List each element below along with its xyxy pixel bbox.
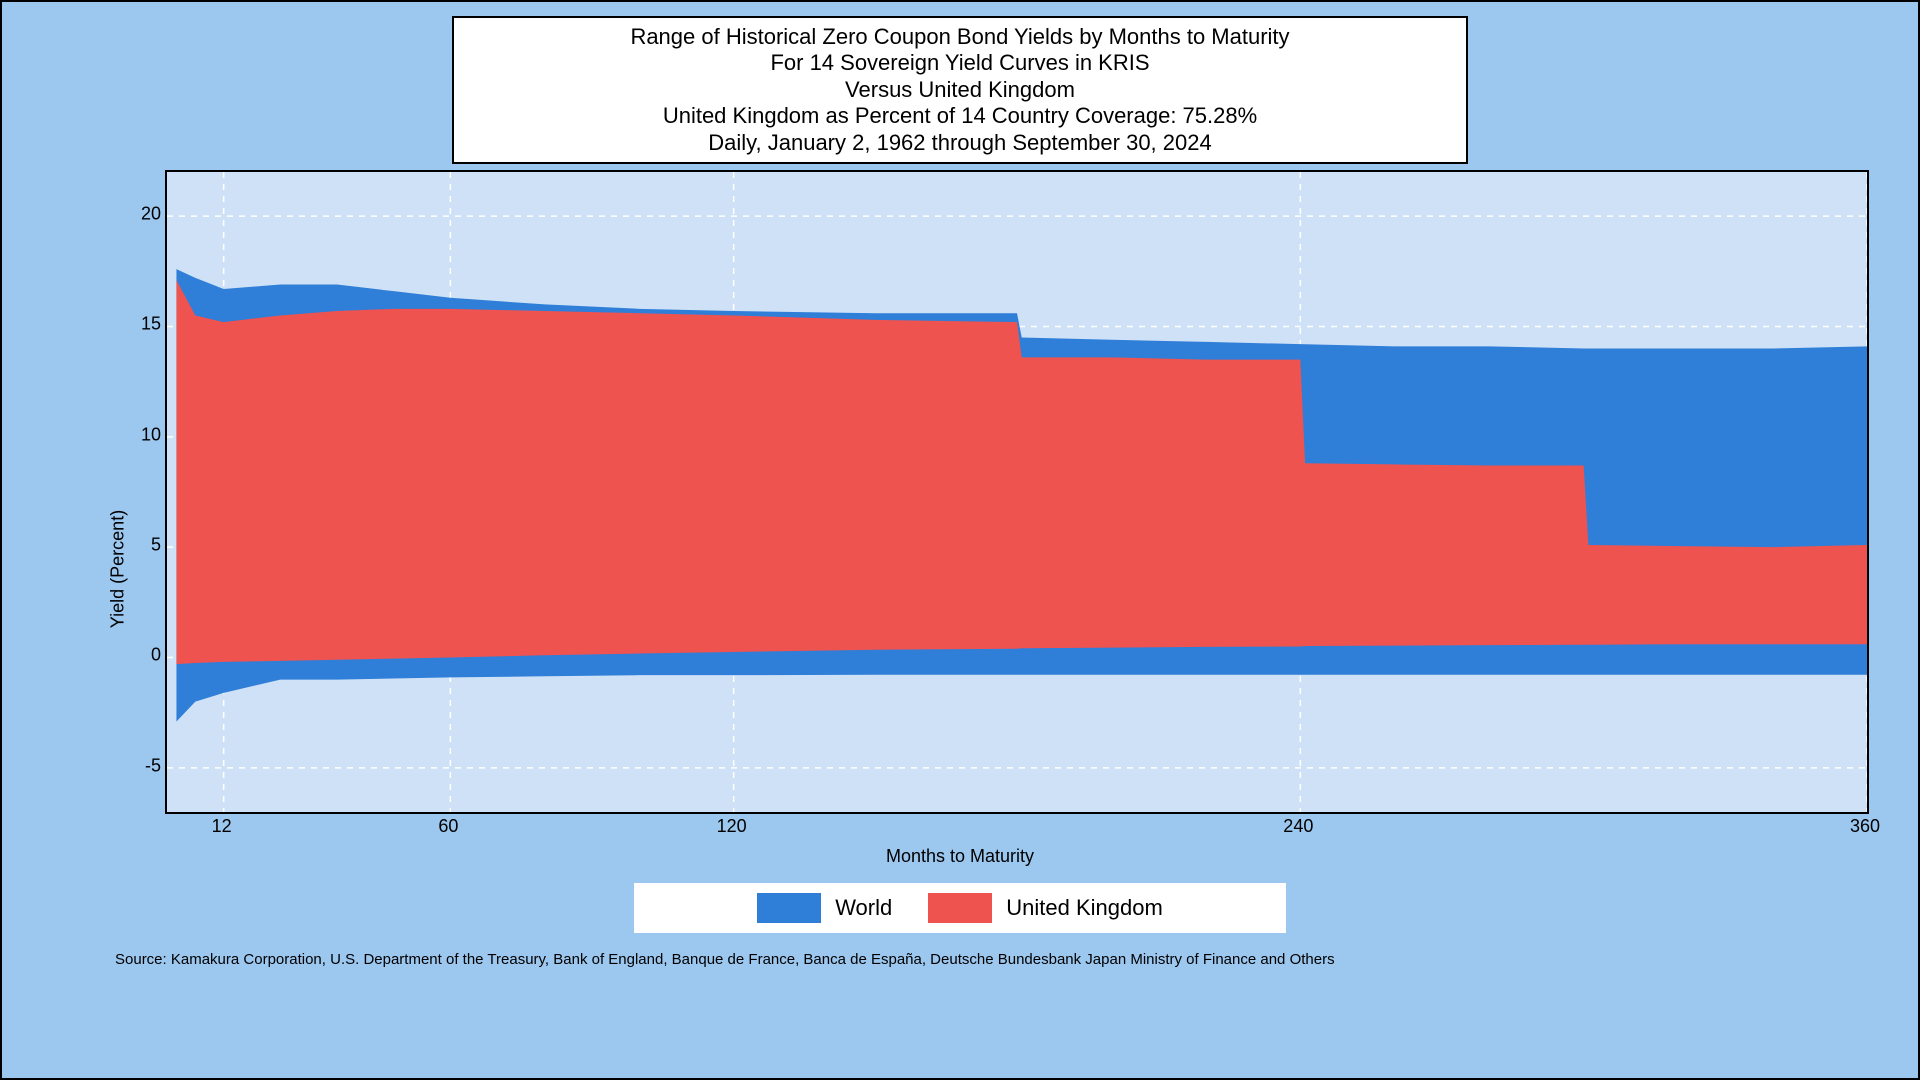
y-axis-ticks: -5 0 5 10 15 20 (115, 170, 161, 810)
y-tick-label: 20 (115, 204, 161, 225)
legend-swatch-uk (928, 893, 992, 923)
y-tick-label: 10 (115, 424, 161, 445)
title-line-4: United Kingdom as Percent of 14 Country … (470, 103, 1450, 129)
plot-region (165, 170, 1869, 814)
x-tick-label: 12 (212, 816, 232, 837)
x-tick-label: 120 (717, 816, 747, 837)
y-tick-label: 15 (115, 314, 161, 335)
chart-frame: Range of Historical Zero Coupon Bond Yie… (0, 0, 1920, 1080)
title-line-3: Versus United Kingdom (470, 77, 1450, 103)
title-line-2: For 14 Sovereign Yield Curves in KRIS (470, 50, 1450, 76)
x-axis-ticks: 1260120240360 (165, 814, 1865, 840)
plot-svg (167, 172, 1867, 812)
chart-area: Yield (Percent) -505101520 1260120240360… (55, 170, 1865, 968)
title-line-1: Range of Historical Zero Coupon Bond Yie… (470, 24, 1450, 50)
legend: World United Kingdom (634, 883, 1286, 933)
x-axis-label: Months to Maturity (55, 846, 1865, 867)
source-text: Source: Kamakura Corporation, U.S. Depar… (115, 951, 1865, 968)
title-line-5: Daily, January 2, 1962 through September… (470, 130, 1450, 156)
x-tick-label: 240 (1283, 816, 1313, 837)
y-tick-label: 5 (115, 535, 161, 556)
legend-label-uk: United Kingdom (1006, 895, 1163, 921)
x-tick-label: 360 (1850, 816, 1880, 837)
legend-swatch-world (757, 893, 821, 923)
y-tick-label: -5 (115, 755, 161, 776)
x-tick-label: 60 (438, 816, 458, 837)
y-tick-label: 0 (115, 645, 161, 666)
chart-title-box: Range of Historical Zero Coupon Bond Yie… (452, 16, 1468, 164)
legend-label-world: World (835, 895, 892, 921)
legend-item-world: World (757, 893, 892, 923)
legend-item-uk: United Kingdom (928, 893, 1163, 923)
